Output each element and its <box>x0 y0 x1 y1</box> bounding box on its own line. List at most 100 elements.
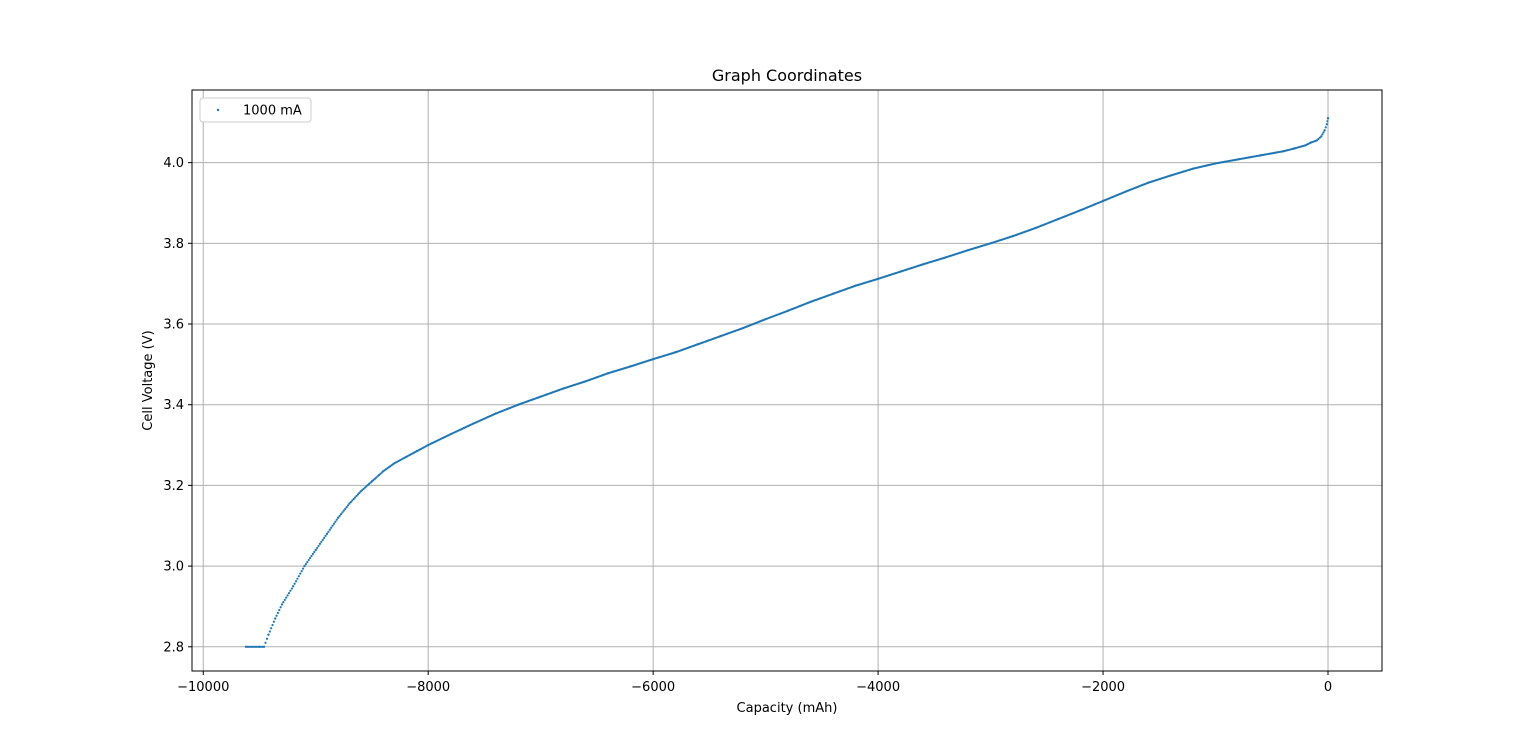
data-point <box>363 486 367 489</box>
data-point <box>1324 126 1327 129</box>
data-point <box>293 582 296 585</box>
data-point <box>301 567 305 570</box>
legend: 1000 mA <box>199 97 312 123</box>
data-point <box>317 544 320 548</box>
data-point <box>375 476 378 479</box>
x-tick-label: −6000 <box>631 680 675 695</box>
data-point <box>267 633 270 636</box>
data-point <box>314 548 317 552</box>
data-point <box>297 575 300 578</box>
data-point <box>278 608 281 612</box>
y-tick-label: 3.0 <box>163 560 184 575</box>
data-point <box>320 540 323 543</box>
data-point <box>330 526 333 529</box>
data-point <box>311 552 315 556</box>
data-point <box>348 502 351 505</box>
data-point <box>292 585 295 588</box>
data-point <box>353 496 357 499</box>
scatter-series <box>244 117 1330 648</box>
data-point <box>335 518 338 521</box>
data-point <box>373 477 376 480</box>
data-point <box>1323 129 1326 132</box>
data-point <box>365 485 368 488</box>
data-point <box>377 473 381 477</box>
data-point <box>331 524 334 527</box>
y-tick-label: 4.0 <box>163 156 184 171</box>
data-point <box>268 630 271 633</box>
data-point <box>327 530 330 533</box>
data-point <box>275 614 278 617</box>
data-point <box>309 556 312 560</box>
data-point <box>362 487 365 491</box>
data-point <box>287 591 291 595</box>
x-tick-label: −2000 <box>1081 680 1125 695</box>
data-point <box>341 511 344 514</box>
data-point <box>283 598 286 601</box>
data-point <box>276 611 280 615</box>
data-point <box>316 546 319 550</box>
data-point <box>264 641 267 644</box>
y-axis-title: Cell Voltage (V) <box>141 330 156 430</box>
data-point <box>344 507 347 510</box>
data-point <box>342 509 345 512</box>
data-point <box>271 623 274 627</box>
data-point <box>361 489 364 492</box>
data-point <box>282 601 285 604</box>
data-point <box>286 594 289 597</box>
data-point <box>366 484 369 487</box>
data-point <box>262 645 266 648</box>
y-tick-label: 3.4 <box>163 398 184 413</box>
data-point <box>1322 131 1325 134</box>
grid <box>192 90 1382 671</box>
data-point <box>274 617 277 620</box>
data-point <box>356 493 360 496</box>
data-point <box>1326 120 1329 123</box>
data-point <box>265 637 269 640</box>
data-point <box>307 558 310 562</box>
data-point <box>323 536 326 539</box>
data-point <box>368 482 371 485</box>
data-point <box>325 532 329 536</box>
data-point <box>1317 137 1320 141</box>
data-point <box>1326 117 1330 120</box>
y-tick-label: 2.8 <box>163 640 184 655</box>
data-point <box>346 504 350 507</box>
data-point <box>304 562 307 566</box>
data-point <box>270 627 273 630</box>
data-point <box>376 475 379 478</box>
x-axis-title: Capacity (mAh) <box>737 701 838 716</box>
data-point <box>318 542 322 546</box>
data-point <box>339 513 343 516</box>
data-point <box>328 528 331 531</box>
data-point <box>334 520 337 523</box>
y-tick-label: 3.6 <box>163 318 184 333</box>
data-point <box>332 522 336 525</box>
legend-box <box>199 97 312 123</box>
data-point <box>355 494 358 498</box>
data-point <box>1318 136 1321 139</box>
data-point <box>306 560 309 564</box>
axis-ticks: −10000 −8000 −6000 −4000 −2000 0 2.8 3.0 3.2 3.4 3… <box>163 156 1332 695</box>
x-tick-label: −8000 <box>406 680 450 695</box>
data-point <box>1315 139 1318 142</box>
data-point <box>299 572 302 575</box>
data-point <box>321 538 324 541</box>
data-point <box>1320 135 1323 138</box>
data-point <box>324 534 327 537</box>
data-point <box>296 577 299 580</box>
data-point <box>1325 123 1329 126</box>
data-point <box>313 550 316 554</box>
x-tick-label: 0 <box>1324 680 1332 695</box>
data-point <box>345 505 348 509</box>
x-tick-label: −4000 <box>856 680 900 695</box>
data-point <box>349 500 352 504</box>
data-point <box>379 472 382 475</box>
plot-frame <box>191 89 1383 672</box>
legend-marker <box>216 108 220 112</box>
data-point <box>294 580 298 583</box>
data-point <box>1321 133 1324 136</box>
data-point <box>300 570 303 573</box>
data-point <box>285 596 288 599</box>
data-point <box>303 564 306 568</box>
